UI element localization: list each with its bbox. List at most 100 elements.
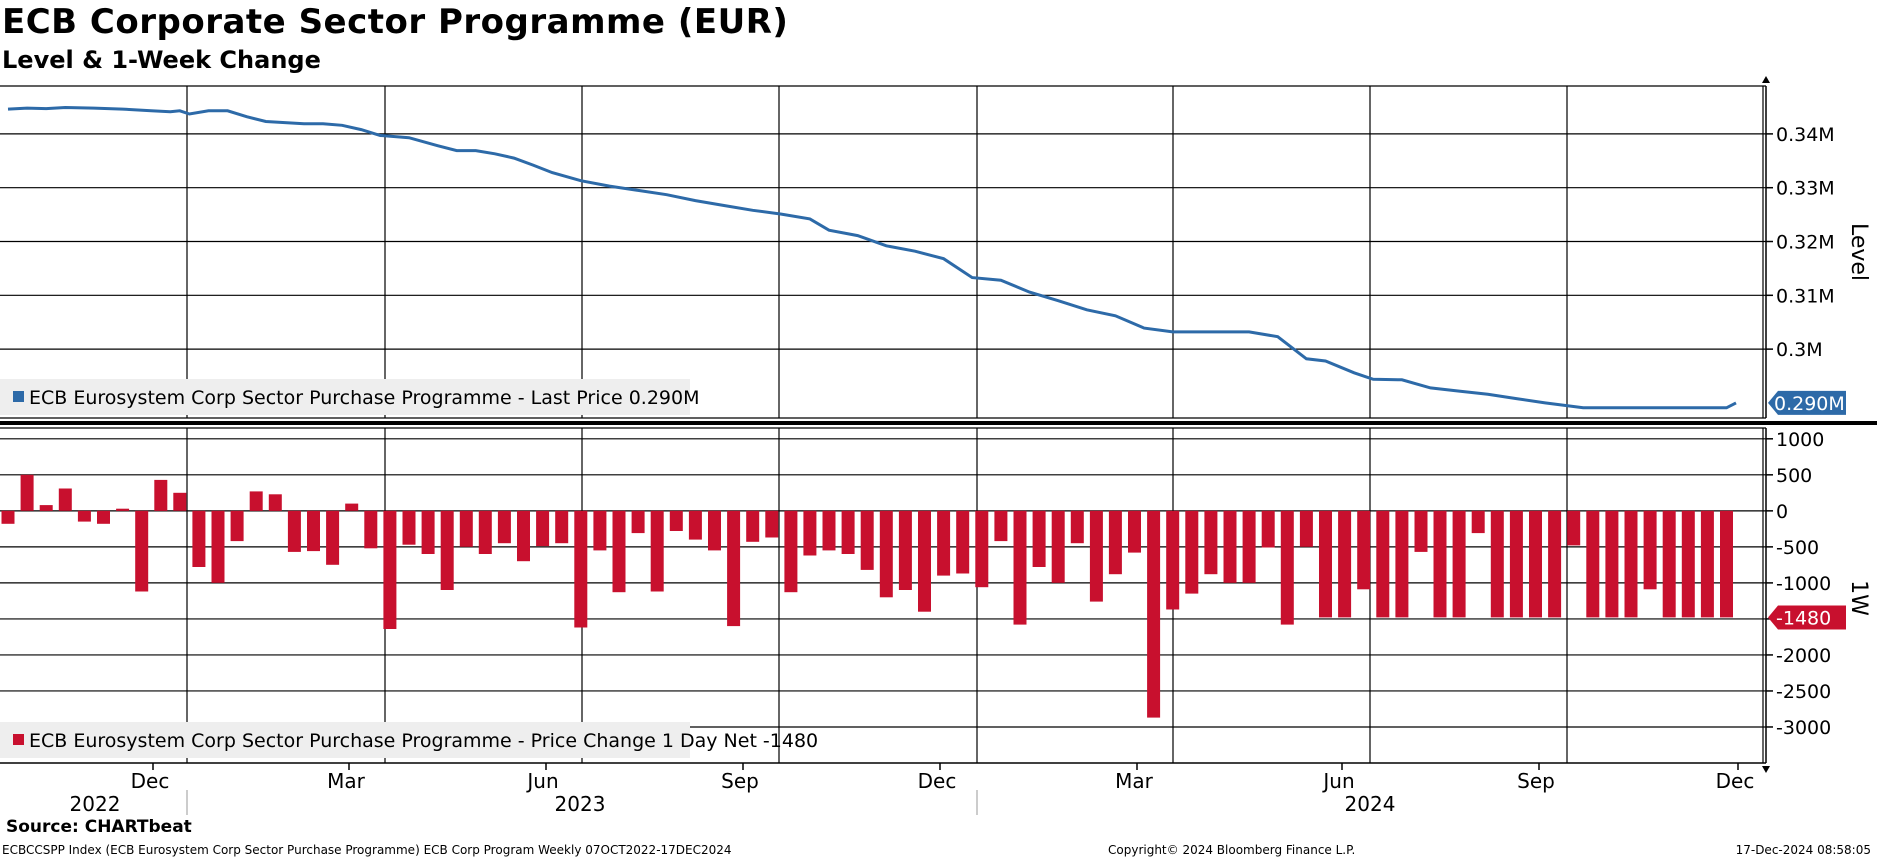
x-year-label: 2024 <box>1345 792 1396 816</box>
x-year-label: 2023 <box>555 792 606 816</box>
x-year-label: 2022 <box>70 792 121 816</box>
axis-labels: 0.3M 0.31M 0.32M 0.33M 0.34M 1000 500 0 -500 -100… <box>0 124 1871 816</box>
level-series-line <box>7 105 1737 410</box>
change-bar <box>1529 510 1542 618</box>
change-last-value-label: -1480 <box>1776 607 1831 629</box>
change-tick-label: -1000 <box>1776 573 1831 595</box>
change-bar <box>727 510 741 627</box>
change-bar <box>459 510 473 547</box>
source-note: Source: CHARTbeat <box>6 817 192 837</box>
change-tick-label: 0 <box>1776 501 1788 523</box>
change-bar <box>1548 510 1562 618</box>
x-month-label: Jun <box>525 769 558 793</box>
change-bar <box>841 510 855 554</box>
change-legend-text: ECB Eurosystem Corp Sector Purchase Prog… <box>29 730 818 752</box>
change-bar <box>230 510 244 542</box>
change-bar <box>1242 510 1256 583</box>
level-series <box>7 105 1737 410</box>
change-bar <box>1700 510 1714 618</box>
level-legend-swatch <box>13 391 24 402</box>
change-bar <box>1376 510 1390 618</box>
change-bar <box>1452 510 1466 618</box>
change-bar <box>593 510 607 551</box>
change-tick-label: -500 <box>1776 537 1819 559</box>
axes <box>0 76 1877 815</box>
change-bar <box>994 510 1008 542</box>
change-bar <box>1605 510 1619 618</box>
change-bar <box>1586 510 1600 618</box>
level-tick-label: 0.3M <box>1776 339 1823 361</box>
change-bar <box>1681 510 1695 618</box>
change-bar <box>918 510 931 612</box>
change-bar <box>97 510 110 524</box>
level-legend-text: ECB Eurosystem Corp Sector Purchase Prog… <box>29 387 699 409</box>
change-bar <box>898 510 912 590</box>
change-bar <box>421 510 435 554</box>
change-bar <box>326 510 340 565</box>
x-month-label: Dec <box>131 769 170 793</box>
change-bar <box>1166 510 1180 610</box>
timestamp-footnote: 17-Dec-2024 08:58:05 <box>1735 843 1871 857</box>
change-bar <box>1 510 15 524</box>
level-last-value-flag <box>1768 390 1846 415</box>
change-bar <box>1319 510 1332 618</box>
change-bar <box>1223 510 1237 583</box>
change-bar <box>345 503 359 511</box>
level-tick-label: 0.31M <box>1776 285 1835 307</box>
change-bar <box>1280 510 1294 625</box>
change-bar <box>77 510 91 522</box>
x-month-label: Mar <box>1115 769 1154 793</box>
change-bar <box>58 488 72 511</box>
change-bar <box>746 510 760 542</box>
change-bar <box>192 510 206 567</box>
change-bar <box>154 479 168 511</box>
change-axis-arrow <box>1762 766 1770 773</box>
change-bar <box>765 510 779 538</box>
change-bar <box>860 510 874 570</box>
change-bar <box>20 474 34 511</box>
change-bar <box>1490 510 1504 618</box>
level-axis-arrow <box>1762 76 1770 83</box>
change-bar <box>708 510 721 551</box>
change-series <box>1 474 1733 718</box>
change-bar <box>497 510 511 544</box>
change-bar <box>688 510 702 540</box>
x-month-label: Jun <box>1321 769 1354 793</box>
change-bar <box>1128 510 1141 553</box>
change-bar <box>1147 510 1161 718</box>
change-tick-label: -2000 <box>1776 645 1831 667</box>
change-bar <box>1051 510 1065 583</box>
change-bar <box>1395 510 1409 618</box>
change-last-value-flag <box>1768 605 1846 630</box>
change-bar <box>517 510 530 562</box>
change-tick-label: 1000 <box>1776 429 1824 451</box>
x-month-label: Mar <box>327 769 366 793</box>
change-bar <box>669 510 683 531</box>
change-bar <box>1108 510 1122 575</box>
x-month-label: Dec <box>918 769 957 793</box>
change-bar <box>307 510 320 552</box>
change-bar <box>879 510 893 598</box>
level-tick-label: 0.34M <box>1776 124 1835 146</box>
copyright-footnote: Copyright© 2024 Bloomberg Finance L.P. <box>1108 843 1356 857</box>
change-bar <box>478 510 492 554</box>
level-last-value-label: 0.290M <box>1774 393 1845 415</box>
change-bar <box>440 510 454 590</box>
change-bar <box>135 510 149 592</box>
change-bar <box>1204 510 1218 575</box>
change-bar <box>1185 510 1199 594</box>
change-bar <box>173 492 187 511</box>
chart-title: ECB Corporate Sector Programme (EUR) <box>2 2 789 42</box>
x-month-label: Dec <box>1716 769 1755 793</box>
change-bar <box>116 508 130 511</box>
change-bar <box>784 510 798 593</box>
change-bar <box>822 510 836 551</box>
x-month-label: Sep <box>721 769 759 793</box>
level-axis-title: Level <box>1846 223 1871 281</box>
level-legend-bg <box>0 379 690 415</box>
change-bar <box>1357 510 1371 590</box>
change-bar <box>937 510 951 576</box>
change-bar <box>39 505 53 511</box>
change-bar <box>1643 510 1657 590</box>
